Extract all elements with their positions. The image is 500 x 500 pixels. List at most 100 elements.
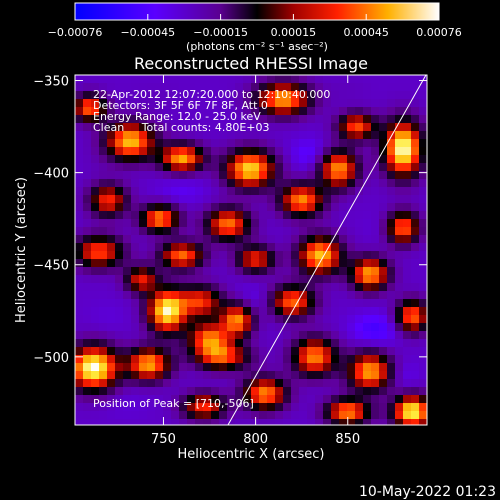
heatmap-cell	[99, 123, 108, 132]
heatmap-cell	[355, 411, 364, 420]
heatmap-cell	[99, 235, 108, 244]
heatmap-cell	[363, 107, 372, 116]
heatmap-cell	[147, 323, 156, 332]
heatmap-cell	[203, 315, 212, 324]
heatmap-cell	[419, 251, 427, 260]
heatmap-cell	[235, 171, 244, 180]
heatmap-cell	[411, 339, 420, 348]
heatmap-cell	[307, 235, 316, 244]
heatmap-cell	[115, 139, 124, 148]
heatmap-cell	[171, 395, 180, 404]
heatmap-cell	[75, 147, 84, 156]
heatmap-cell	[283, 91, 292, 100]
heatmap-cell	[299, 187, 308, 196]
heatmap-cell	[75, 355, 84, 364]
heatmap-cell	[395, 395, 404, 404]
heatmap-cell	[267, 411, 276, 420]
heatmap-cell	[211, 99, 220, 108]
heatmap-cell	[403, 275, 412, 284]
heatmap-cell	[315, 419, 324, 425]
heatmap-cell	[315, 291, 324, 300]
heatmap-cell	[235, 75, 244, 84]
heatmap-cell	[315, 171, 324, 180]
heatmap-cell	[395, 147, 404, 156]
heatmap-cell	[371, 275, 380, 284]
heatmap-cell	[131, 267, 140, 276]
heatmap-cell	[227, 139, 236, 148]
heatmap-cell	[99, 187, 108, 196]
heatmap-cell	[355, 195, 364, 204]
heatmap-cell	[267, 227, 276, 236]
heatmap-cell	[379, 83, 388, 92]
heatmap-cell	[411, 211, 420, 220]
heatmap-cell	[371, 123, 380, 132]
heatmap-cell	[395, 115, 404, 124]
heatmap-cell	[355, 275, 364, 284]
heatmap-cell	[123, 211, 132, 220]
heatmap-cell	[347, 195, 356, 204]
heatmap-cell	[75, 267, 84, 276]
heatmap-cell	[419, 147, 427, 156]
heatmap-cell	[147, 299, 156, 308]
heatmap-cell	[195, 275, 204, 284]
heatmap-cell	[75, 283, 84, 292]
heatmap-cell	[155, 419, 164, 425]
heatmap-cell	[291, 235, 300, 244]
heatmap-cell	[107, 299, 116, 308]
heatmap-cell	[147, 115, 156, 124]
heatmap-cell	[291, 363, 300, 372]
heatmap-cell	[291, 347, 300, 356]
heatmap-cell	[155, 83, 164, 92]
heatmap-cell	[363, 419, 372, 425]
heatmap-cell	[355, 251, 364, 260]
heatmap-cell	[251, 275, 260, 284]
heatmap-cell	[179, 171, 188, 180]
heatmap-cell	[379, 99, 388, 108]
heatmap-cell	[195, 379, 204, 388]
heatmap-cell	[339, 283, 348, 292]
heatmap-cell	[355, 139, 364, 148]
heatmap-cell	[411, 307, 420, 316]
heatmap-cell	[131, 155, 140, 164]
heatmap-cell	[179, 203, 188, 212]
heatmap-cell	[395, 243, 404, 252]
heatmap-cell	[243, 331, 252, 340]
heatmap-cell	[187, 299, 196, 308]
heatmap-cell	[139, 155, 148, 164]
heatmap-cell	[203, 355, 212, 364]
heatmap-cell	[251, 139, 260, 148]
heatmap-cell	[355, 283, 364, 292]
heatmap-cell	[299, 315, 308, 324]
heatmap-cell	[75, 387, 84, 396]
heatmap-cell	[339, 331, 348, 340]
heatmap-cell	[83, 267, 92, 276]
heatmap-cell	[195, 243, 204, 252]
heatmap-cell	[339, 107, 348, 116]
heatmap-cell	[243, 283, 252, 292]
heatmap-cell	[219, 107, 228, 116]
heatmap-cell	[123, 131, 132, 140]
heatmap-cell	[115, 195, 124, 204]
heatmap-cell	[147, 203, 156, 212]
heatmap-cell	[371, 387, 380, 396]
heatmap-cell	[235, 419, 244, 425]
heatmap-cell	[331, 379, 340, 388]
heatmap-cell	[99, 83, 108, 92]
heatmap-cell	[419, 283, 427, 292]
x-tick-label: 800	[243, 432, 268, 447]
heatmap-cell	[299, 331, 308, 340]
heatmap-cell	[355, 75, 364, 84]
heatmap-cell	[83, 83, 92, 92]
heatmap-cell	[299, 227, 308, 236]
heatmap-cell	[235, 83, 244, 92]
heatmap-cell	[179, 163, 188, 172]
heatmap-cell	[243, 115, 252, 124]
heatmap-cell	[331, 187, 340, 196]
heatmap-cell	[83, 187, 92, 196]
heatmap-cell	[275, 75, 284, 84]
heatmap-cell	[211, 147, 220, 156]
heatmap-cell	[251, 187, 260, 196]
heatmap-cell	[243, 251, 252, 260]
heatmap-cell	[107, 155, 116, 164]
heatmap-cell	[227, 187, 236, 196]
